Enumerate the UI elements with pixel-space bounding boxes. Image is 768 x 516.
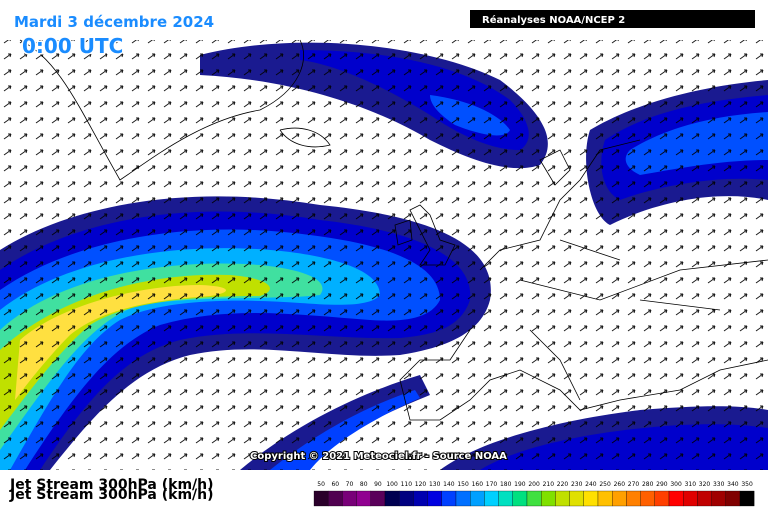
legend-swatch — [626, 490, 641, 507]
source-label: Réanalyses NOAA/NCEP 2 — [482, 14, 625, 26]
legend-value: 330 — [713, 481, 725, 488]
legend-swatch — [313, 490, 329, 507]
legend-swatch — [384, 490, 400, 507]
legend-swatch — [512, 490, 528, 507]
legend-swatch — [725, 490, 741, 507]
legend-value: 290 — [656, 481, 668, 488]
legend-value: 150 — [457, 481, 469, 488]
legend-swatch — [583, 490, 599, 507]
legend-swatch — [597, 490, 613, 507]
wind-arrows — [0, 40, 768, 470]
legend-swatch — [569, 490, 584, 507]
legend-value: 280 — [642, 481, 654, 488]
legend-swatch — [370, 490, 386, 507]
legend-swatch — [498, 490, 513, 507]
legend-title: Jet Stream 300hPa (km/h) — [9, 477, 214, 493]
jet-shapes — [0, 40, 768, 471]
legend-swatch — [654, 490, 670, 507]
legend-value: 190 — [514, 481, 526, 488]
time-title: 0:00 UTC — [22, 34, 123, 58]
legend-value: 250 — [599, 481, 611, 488]
legend-value: 80 — [360, 481, 368, 488]
legend-value: 300 — [670, 481, 682, 488]
legend-value: 170 — [486, 481, 498, 488]
legend-swatch — [739, 490, 755, 507]
legend-value: 90 — [374, 481, 382, 488]
legend-value: 180 — [500, 481, 512, 488]
legend-value: 210 — [543, 481, 555, 488]
legend-swatch — [455, 490, 471, 507]
legend-swatch — [356, 490, 371, 507]
legend-swatch — [427, 490, 442, 507]
copyright: Copyright © 2021 Meteociel.fr - Source N… — [250, 451, 507, 462]
legend-swatch — [526, 490, 542, 507]
legend-swatch — [342, 490, 357, 507]
legend-value: 140 — [443, 481, 455, 488]
coastlines — [19, 39, 768, 421]
legend-value: 200 — [528, 481, 540, 488]
legend-value: 320 — [699, 481, 711, 488]
legend-value: 260 — [614, 481, 626, 488]
legend-swatch — [555, 490, 570, 507]
legend-swatch — [612, 490, 627, 507]
legend-value: 110 — [401, 481, 413, 488]
legend-value: 130 — [429, 481, 441, 488]
legend-value: 120 — [415, 481, 427, 488]
legend-value: 50 — [317, 481, 325, 488]
legend-swatch — [668, 490, 684, 507]
legend-value: 70 — [346, 481, 354, 488]
legend-swatch — [683, 490, 698, 507]
legend-title-shadow: Jet Stream 300hPa (km/h) — [9, 487, 214, 503]
legend-value: 270 — [628, 481, 640, 488]
legend-swatch — [470, 490, 485, 507]
legend-swatch — [328, 490, 343, 507]
source-box — [470, 10, 755, 28]
legend-value: 230 — [571, 481, 583, 488]
legend-swatch — [697, 490, 712, 507]
legend-value: 340 — [727, 481, 739, 488]
legend-swatch — [640, 490, 655, 507]
legend-value: 60 — [331, 481, 339, 488]
legend-swatch — [711, 490, 726, 507]
legend: 50 60 70 80 90 100 110 120 130 140 150 160 170 180 190… — [313, 481, 755, 507]
legend-value: 350 — [741, 481, 753, 488]
date-title: Mardi 3 décembre 2024 — [14, 13, 214, 31]
legend-value: 310 — [685, 481, 697, 488]
legend-swatch — [541, 490, 556, 507]
legend-swatch — [484, 490, 499, 507]
legend-value: 220 — [557, 481, 569, 488]
legend-value: 100 — [386, 481, 398, 488]
legend-swatch — [399, 490, 414, 507]
legend-swatch — [413, 490, 428, 507]
legend-swatch — [441, 490, 457, 507]
legend-value: 160 — [472, 481, 484, 488]
legend-value: 240 — [585, 481, 597, 488]
